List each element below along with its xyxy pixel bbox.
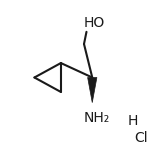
Text: H: H: [128, 114, 138, 128]
Text: HO: HO: [84, 16, 105, 30]
Text: Cl: Cl: [134, 131, 148, 145]
Polygon shape: [88, 78, 97, 103]
Text: NH₂: NH₂: [83, 111, 110, 125]
